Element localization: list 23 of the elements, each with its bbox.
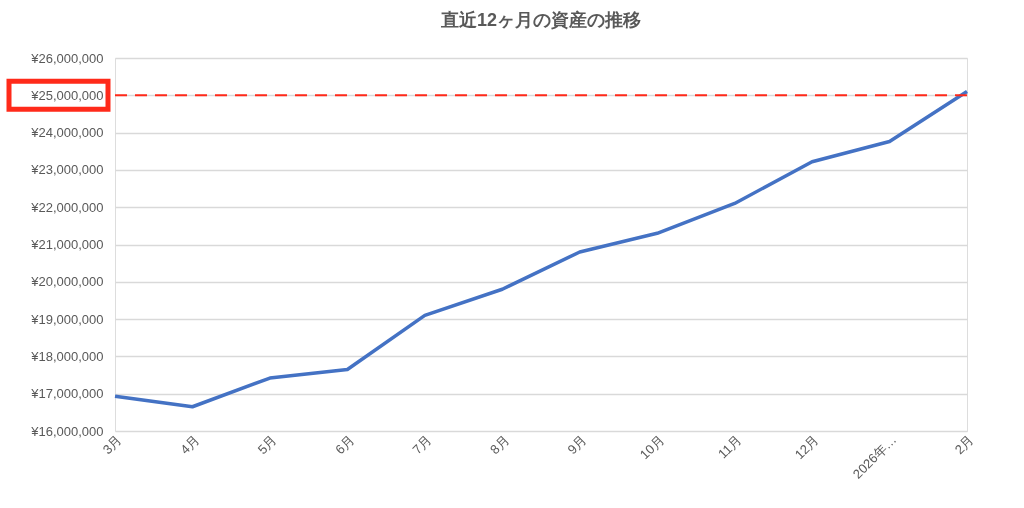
chart-title: 直近12ヶ月の資産の推移 <box>439 10 642 30</box>
y-tick-label: ¥26,000,000 <box>30 50 104 66</box>
y-tick-label: ¥25,000,000 <box>30 87 104 103</box>
x-tick-label: 4月 <box>177 432 203 457</box>
y-tick-label: ¥23,000,000 <box>30 162 104 178</box>
x-tick-label: 8月 <box>487 432 512 457</box>
y-tick-label: ¥17,000,000 <box>30 386 104 402</box>
x-tick-label: 12月 <box>791 432 822 463</box>
y-tick-label: ¥22,000,000 <box>30 199 104 215</box>
line-series <box>113 89 969 409</box>
x-tick-label: 10月 <box>636 432 667 463</box>
x-tick-label: 2月 <box>951 432 977 457</box>
x-tick-label: 9月 <box>564 432 590 457</box>
y-tick-label: ¥16,000,000 <box>30 423 104 439</box>
x-tick-label: 7月 <box>409 432 435 457</box>
y-tick-label: ¥18,000,000 <box>30 348 104 364</box>
y-tick-label: ¥21,000,000 <box>30 237 104 252</box>
x-tick-label: 11月 <box>714 432 745 462</box>
x-tick-label: 6月 <box>332 432 358 457</box>
y-tick-label: ¥20,000,000 <box>30 274 104 290</box>
x-tick-label: 5月 <box>254 432 280 457</box>
y-tick-label: ¥19,000,000 <box>30 311 104 327</box>
y-tick-label: ¥24,000,000 <box>30 125 104 141</box>
